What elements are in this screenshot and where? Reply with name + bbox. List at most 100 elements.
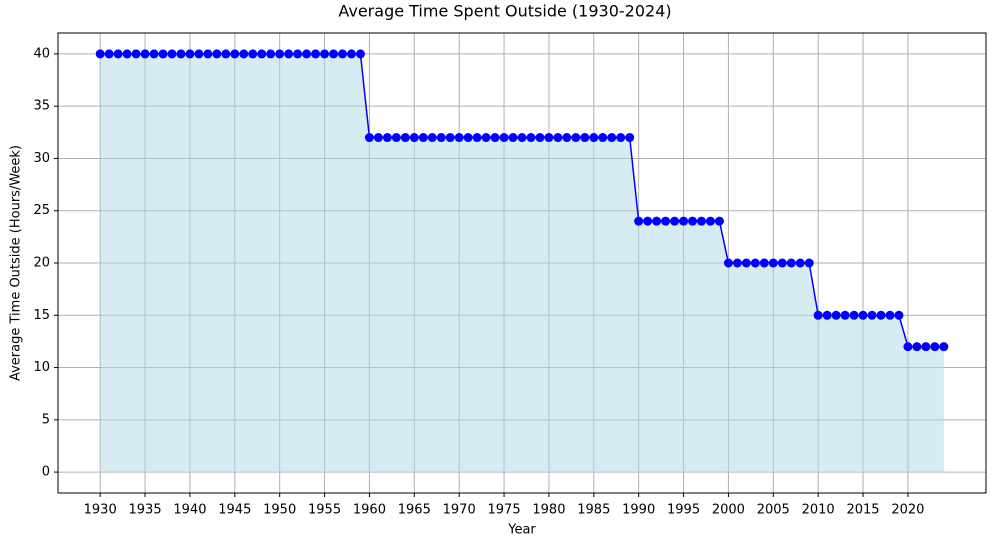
x-tick-label: 1940 <box>173 503 206 518</box>
y-tick-label: 25 <box>33 203 50 218</box>
marker <box>598 133 608 143</box>
x-tick-label: 1965 <box>398 503 431 518</box>
marker <box>463 133 473 143</box>
x-tick-label: 2005 <box>757 503 790 518</box>
marker <box>158 49 168 59</box>
marker <box>580 133 590 143</box>
marker <box>329 49 339 59</box>
marker <box>373 133 383 143</box>
marker <box>930 342 940 352</box>
x-tick-label: 2010 <box>802 503 835 518</box>
marker <box>894 310 904 320</box>
marker <box>885 310 895 320</box>
marker <box>804 258 814 268</box>
marker <box>122 49 132 59</box>
marker <box>275 49 285 59</box>
marker <box>230 49 240 59</box>
x-tick-label: 1975 <box>488 503 521 518</box>
marker <box>257 49 267 59</box>
marker <box>346 49 356 59</box>
marker <box>652 216 662 226</box>
marker <box>176 49 186 59</box>
marker <box>445 133 455 143</box>
marker <box>149 49 159 59</box>
marker <box>876 310 886 320</box>
y-tick-label: 40 <box>33 46 50 61</box>
marker <box>634 216 644 226</box>
marker <box>858 310 868 320</box>
marker <box>95 49 105 59</box>
marker <box>508 133 518 143</box>
marker <box>436 133 446 143</box>
marker <box>643 216 653 226</box>
marker <box>490 133 500 143</box>
marker <box>616 133 626 143</box>
x-tick-label: 1980 <box>532 503 565 518</box>
marker <box>840 310 850 320</box>
marker <box>696 216 706 226</box>
marker <box>921 342 931 352</box>
plot-frame <box>57 32 987 494</box>
marker <box>723 258 733 268</box>
marker <box>544 133 554 143</box>
marker <box>912 342 922 352</box>
marker <box>427 133 437 143</box>
x-axis-label: Year <box>507 523 536 538</box>
y-tick-label: 20 <box>33 256 50 271</box>
marker <box>831 310 841 320</box>
marker <box>759 258 769 268</box>
marker <box>311 49 321 59</box>
marker <box>589 133 599 143</box>
x-tick-label: 2020 <box>891 503 924 518</box>
marker <box>364 133 374 143</box>
marker <box>355 49 365 59</box>
marker <box>167 49 177 59</box>
marker <box>320 49 330 59</box>
marker <box>562 133 572 143</box>
marker <box>535 133 545 143</box>
marker <box>813 310 823 320</box>
x-tick-label: 1960 <box>353 503 386 518</box>
y-tick-label: 15 <box>33 308 50 323</box>
marker <box>526 133 536 143</box>
marker <box>750 258 760 268</box>
marker <box>248 49 258 59</box>
marker <box>714 216 724 226</box>
y-axis-label: Average Time Outside (Hours/Week) <box>9 145 24 381</box>
marker <box>239 49 249 59</box>
marker <box>768 258 778 268</box>
marker <box>293 49 303 59</box>
marker <box>679 216 689 226</box>
marker <box>903 342 913 352</box>
x-tick-label: 1995 <box>667 503 700 518</box>
marker <box>661 216 671 226</box>
y-tick-label: 10 <box>33 360 50 375</box>
marker <box>571 133 581 143</box>
marker <box>481 133 491 143</box>
marker <box>795 258 805 268</box>
marker <box>266 49 276 59</box>
x-tick-label: 2015 <box>846 503 879 518</box>
marker <box>705 216 715 226</box>
marker <box>939 342 949 352</box>
marker <box>391 133 401 143</box>
x-tick-label: 1985 <box>577 503 610 518</box>
marker <box>786 258 796 268</box>
marker <box>454 133 464 143</box>
x-tick-label: 1970 <box>443 503 476 518</box>
marker <box>625 133 635 143</box>
x-tick-label: 2000 <box>712 503 745 518</box>
marker <box>302 49 312 59</box>
marker <box>185 49 195 59</box>
x-tick-label: 1945 <box>218 503 251 518</box>
x-tick-label: 1935 <box>129 503 162 518</box>
marker <box>284 49 294 59</box>
marker <box>140 49 150 59</box>
marker <box>517 133 527 143</box>
marker <box>409 133 419 143</box>
x-tick-label: 1930 <box>84 503 117 518</box>
y-tick-label: 5 <box>42 412 50 427</box>
marker <box>499 133 509 143</box>
chart-title: Average Time Spent Outside (1930-2024) <box>338 2 671 21</box>
